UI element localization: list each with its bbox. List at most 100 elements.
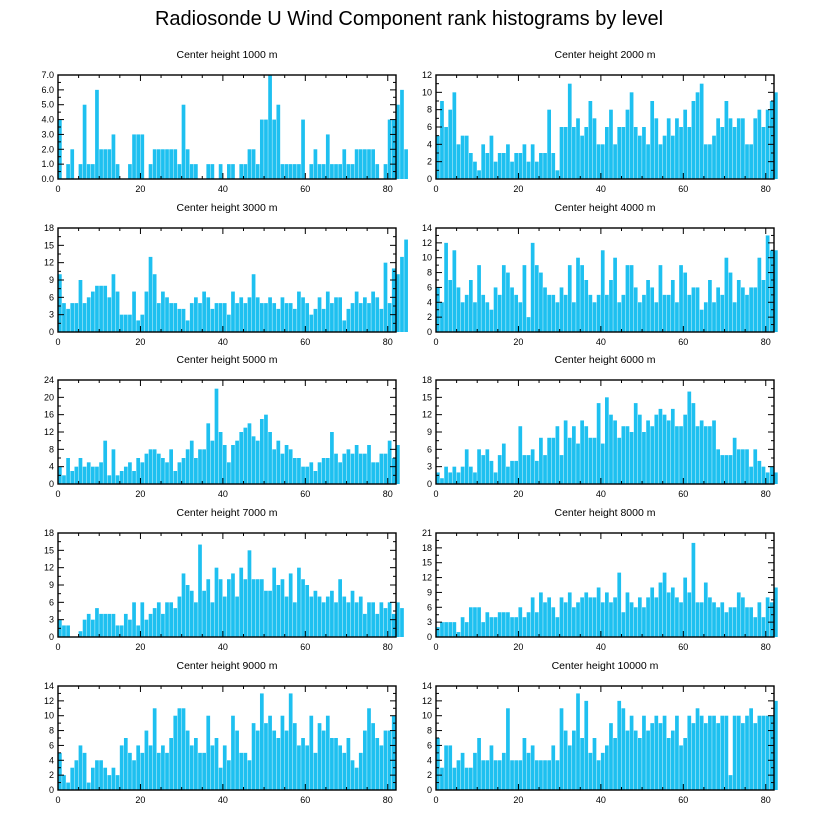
histogram-bar (613, 257, 617, 332)
histogram-bar (559, 455, 564, 484)
histogram-bar (506, 708, 510, 790)
histogram-bar (189, 303, 194, 332)
histogram-bar (646, 420, 650, 484)
histogram-bar (371, 723, 375, 790)
histogram-bar (716, 723, 720, 790)
histogram-bar (227, 164, 231, 179)
histogram-bar (189, 590, 194, 637)
histogram-bar (691, 287, 696, 332)
histogram-bar (198, 752, 202, 790)
y-tick-label: 4 (427, 755, 432, 765)
histogram-bar (309, 314, 314, 332)
histogram-bar (128, 164, 132, 179)
histogram-bar (621, 294, 626, 332)
histogram-bar (444, 127, 448, 179)
histogram-bar (543, 760, 547, 790)
histogram-bar (477, 170, 481, 179)
histogram-bar (280, 715, 285, 790)
x-tick-label: 40 (596, 642, 606, 652)
histogram-bar (185, 149, 190, 179)
histogram-bar (567, 745, 572, 790)
histogram-bar (173, 608, 178, 637)
histogram-bar (313, 471, 318, 484)
histogram-bar (452, 92, 457, 179)
histogram-bar (354, 149, 359, 179)
histogram-bar (741, 287, 745, 332)
histogram-bar (551, 607, 556, 637)
histogram-bar (489, 745, 494, 790)
histogram-bar (448, 622, 453, 637)
histogram-bar (741, 118, 745, 179)
histogram-bar (206, 715, 211, 790)
histogram-bar (588, 752, 593, 790)
histogram-bar (264, 303, 268, 332)
histogram-bar (584, 280, 589, 332)
histogram-bar (111, 134, 116, 179)
histogram-bar (132, 760, 136, 790)
histogram-bar (547, 437, 551, 484)
histogram-bar (231, 573, 235, 637)
histogram-bar (243, 752, 248, 790)
histogram-bar (350, 453, 355, 484)
histogram-bar (387, 119, 392, 179)
y-tick-label: 12 (44, 563, 54, 573)
histogram-bar (687, 592, 692, 637)
histogram-bar (757, 109, 762, 179)
histogram-bar (396, 445, 400, 484)
histogram-bar (563, 420, 568, 484)
histogram-bar (745, 144, 749, 179)
histogram-bar (173, 149, 178, 179)
histogram-bar (580, 265, 584, 332)
histogram-bar (543, 153, 547, 179)
histogram-bar (555, 302, 560, 332)
histogram-bar (165, 602, 169, 637)
histogram-bar (605, 127, 609, 179)
histogram-bar (169, 149, 173, 179)
histogram-bar (90, 164, 95, 179)
histogram-bar (128, 619, 132, 637)
y-tick-label: 4 (427, 297, 432, 307)
histogram-bar (720, 602, 725, 637)
x-tick-label: 80 (761, 337, 771, 347)
histogram-bar (555, 170, 560, 179)
x-tick-label: 60 (678, 184, 688, 194)
histogram-bar (231, 445, 235, 484)
histogram-bar (592, 597, 597, 637)
histogram-bar (189, 164, 194, 179)
histogram-bar (70, 471, 75, 484)
histogram-bar (720, 127, 725, 179)
histogram-bar (128, 314, 132, 332)
histogram-bar (460, 466, 465, 484)
histogram-bar (259, 303, 264, 332)
histogram-bar (691, 101, 696, 179)
histogram-bar (363, 149, 367, 179)
y-tick-label: 10 (422, 87, 432, 97)
histogram-bar (247, 149, 252, 179)
y-tick-label: 14 (422, 223, 432, 233)
histogram-bar (148, 256, 153, 332)
histogram-bar (62, 625, 66, 637)
histogram-bar (62, 775, 66, 790)
histogram-bar (526, 161, 531, 179)
y-tick-label: 10 (44, 711, 54, 721)
x-tick-label: 40 (218, 795, 228, 805)
x-tick-label: 20 (513, 184, 523, 194)
x-tick-label: 0 (55, 795, 60, 805)
x-tick-label: 0 (433, 184, 438, 194)
figure-title: Radiosonde U Wind Component rank histogr… (154, 8, 664, 30)
histogram-bar (741, 723, 745, 790)
y-tick-label: 6 (49, 597, 54, 607)
histogram-bar (177, 308, 182, 332)
histogram-bar (387, 730, 392, 790)
histogram-bar (334, 738, 338, 790)
histogram-bar (551, 745, 556, 790)
y-tick-label: 9 (427, 427, 432, 437)
histogram-bar (325, 458, 330, 484)
histogram-bar (699, 715, 704, 790)
histogram-bar (152, 608, 157, 637)
histogram-bar (70, 303, 75, 332)
histogram-bar (617, 700, 622, 790)
histogram-panel-8: Center height 8000 m 0 20 40 60 80 0 3 6 9 12 15 18 2… (422, 507, 778, 652)
histogram-bar (288, 693, 293, 790)
y-tick-label: 8 (49, 726, 54, 736)
